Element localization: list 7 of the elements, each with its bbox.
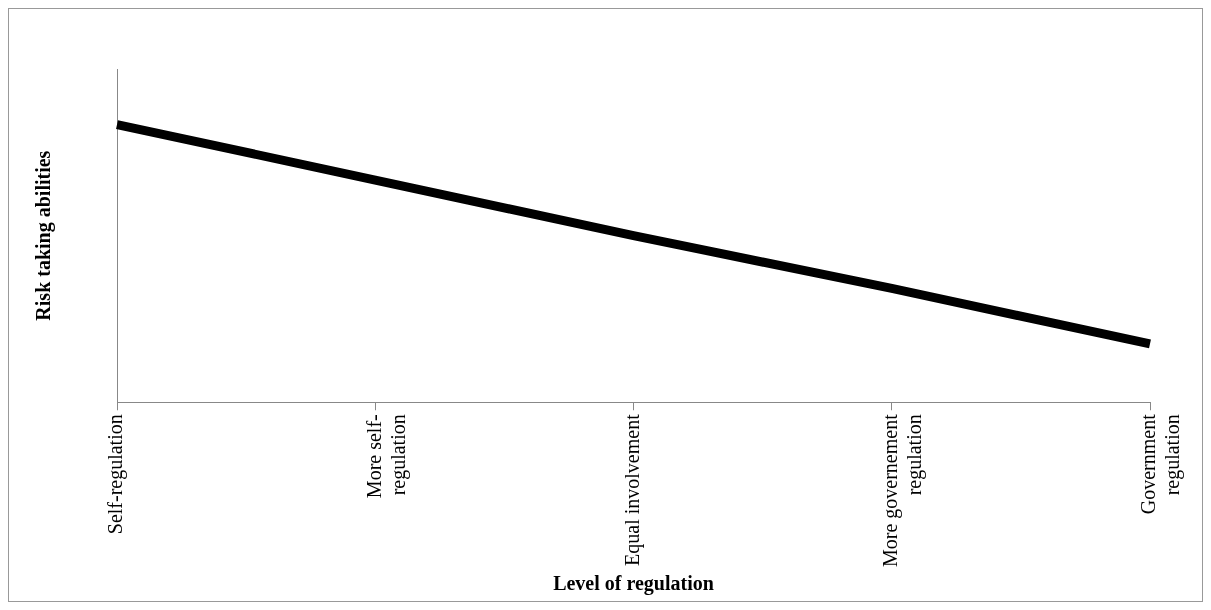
y-axis-title: Risk taking abilities xyxy=(32,150,56,321)
x-tick-label: Self-regulation xyxy=(104,414,128,535)
x-tick-label: More self-regulation xyxy=(362,414,410,499)
x-axis-title: Level of regulation xyxy=(553,572,714,596)
x-tick-label: Equal involvement xyxy=(620,413,644,566)
x-tick-label: Government regulation xyxy=(1137,413,1185,515)
x-tick-label: More governement regulation xyxy=(879,413,926,568)
